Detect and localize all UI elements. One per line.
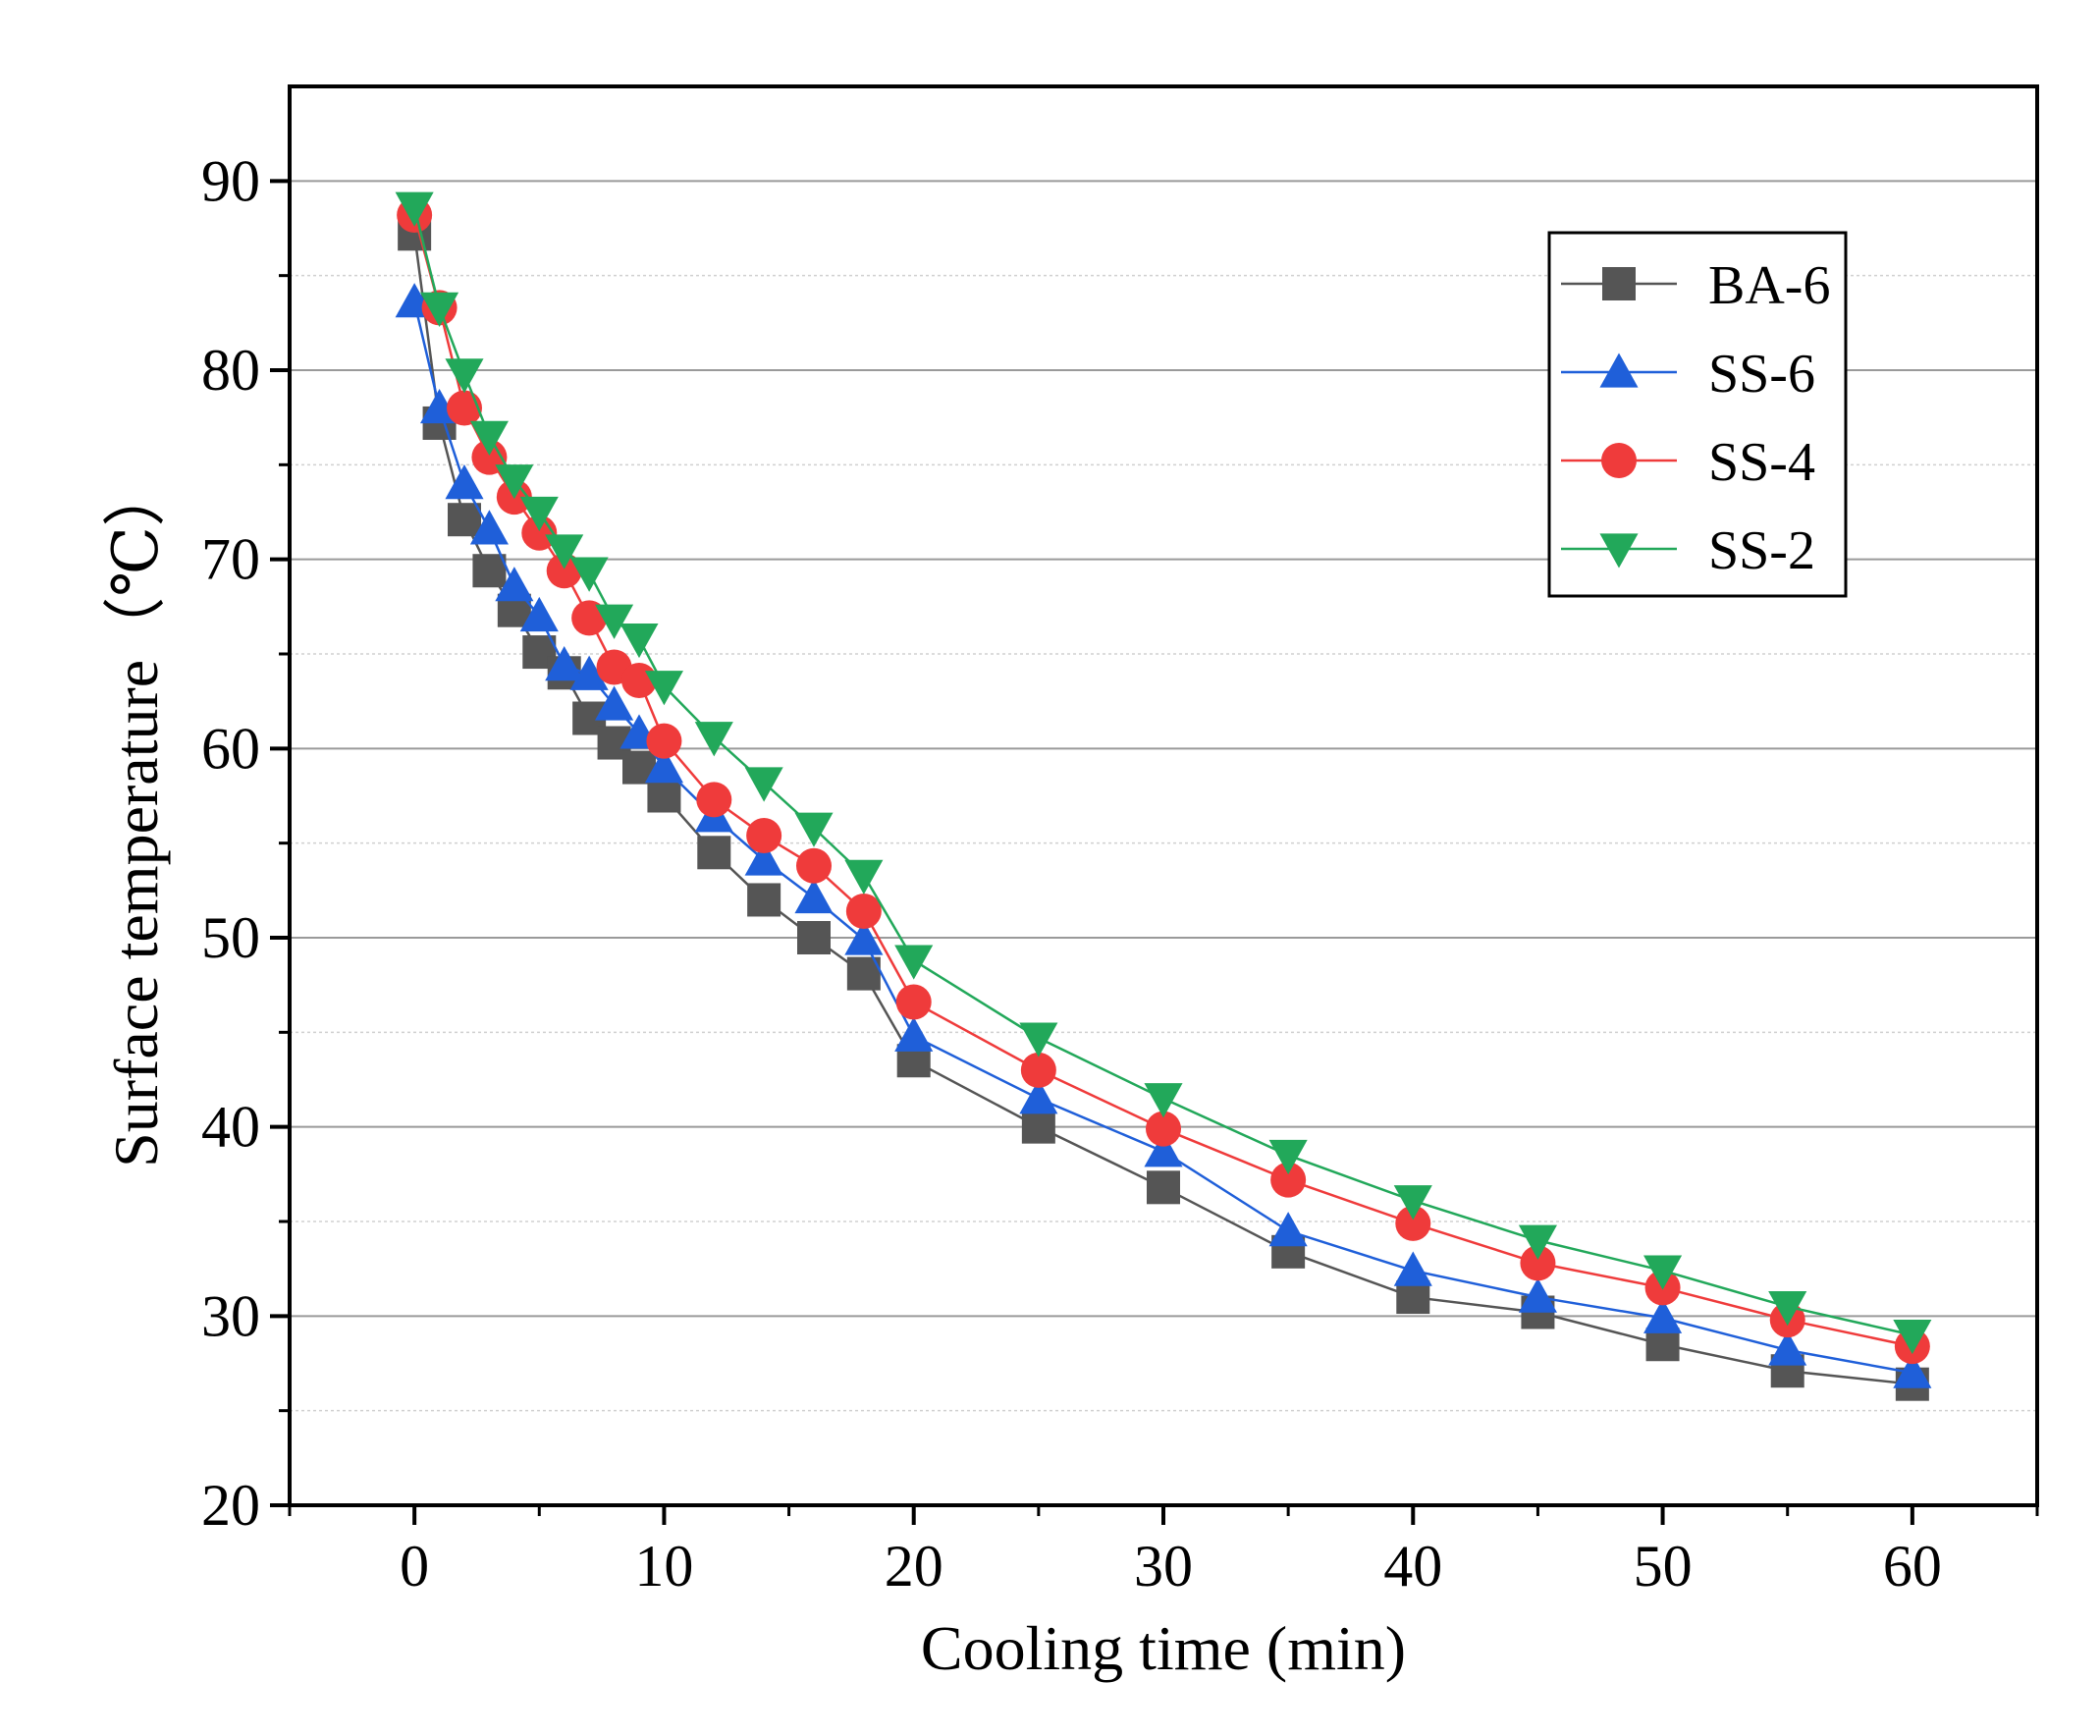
data-point-ss-2 [1893,1319,1932,1355]
data-point-ss-2 [794,812,834,847]
data-point-ss-2 [519,496,559,532]
data-point-ss-6 [519,596,559,632]
y-axis-title: Surface temperature（℃） [101,463,171,1167]
data-point-ss-2 [744,767,783,802]
data-point-ss-6 [545,646,584,681]
legend-label-ss-6: SS-6 [1708,344,1815,405]
data-point-ss-6 [1019,1079,1058,1114]
y-tick-label: 40 [201,1095,260,1160]
data-point-ba-6 [797,921,831,954]
data-point-ss-6 [1768,1330,1807,1366]
legend-item-ss-4: SS-4 [1561,432,1815,493]
y-tick-label: 30 [201,1283,260,1348]
data-point-ss-2 [445,358,484,394]
x-tick-label: 20 [885,1534,943,1599]
data-point-ba-6 [747,883,781,917]
data-point-ss-2 [1643,1255,1683,1290]
data-point-ba-6 [472,554,507,588]
axes: 20 30 40 50 60 70 80 90 0 10 20 30 40 50 60 [201,148,2039,1599]
data-point-ss-2 [1393,1185,1432,1221]
data-point-ss-4 [696,782,732,818]
data-point-ss-2 [545,534,584,570]
data-point-ss-6 [1893,1353,1932,1388]
data-point-ss-2 [1019,1022,1058,1058]
x-tick-label: 60 [1883,1534,1942,1599]
legend-item-ss-2: SS-2 [1561,520,1815,581]
data-point-ss-4 [796,847,832,884]
data-point-ss-6 [469,510,509,545]
legend: BA-6 SS-6 SS-4 SS-2 [1547,231,1848,598]
data-point-ss-2 [569,557,609,592]
legend-label-ba-6: BA-6 [1708,255,1830,316]
data-point-ss-2 [1768,1291,1807,1327]
series-layer [395,191,1932,1401]
legend-label-ss-2: SS-2 [1708,520,1815,581]
data-point-ss-2 [420,292,459,327]
data-point-ss-6 [894,1016,934,1052]
data-point-ba-6 [1147,1170,1180,1205]
data-point-ss-4 [1270,1162,1307,1198]
data-point-ss-2 [395,191,434,227]
data-point-ss-6 [1643,1298,1683,1333]
data-point-ss-4 [895,984,932,1020]
data-point-ss-6 [1518,1277,1557,1313]
series-ss-6 [395,283,1932,1388]
y-tick-label: 50 [201,905,260,970]
legend-label-ss-4: SS-4 [1708,432,1815,493]
y-tick-label: 70 [201,527,260,592]
data-point-ss-6 [1393,1251,1432,1286]
data-point-ss-4 [845,894,882,930]
data-point-ss-6 [445,464,484,500]
data-point-ss-6 [495,567,534,602]
data-point-ss-6 [1268,1212,1308,1247]
data-point-ss-6 [595,685,634,721]
data-point-ss-2 [595,604,634,639]
data-point-ss-4 [646,723,682,759]
data-point-ss-2 [495,464,534,500]
data-point-ss-6 [844,920,884,955]
data-point-ss-4 [1395,1205,1431,1241]
y-tick-label: 80 [201,338,260,403]
data-point-ss-4 [1146,1111,1181,1147]
data-point-ss-6 [569,655,609,690]
x-tick-label: 0 [400,1534,429,1599]
y-tick-label: 90 [201,148,260,213]
x-tick-label: 50 [1634,1534,1693,1599]
data-point-ss-2 [894,945,934,980]
data-point-ba-6 [697,836,731,870]
data-point-ba-6 [448,503,481,537]
data-point-ba-6 [1021,1110,1055,1144]
data-point-ss-2 [644,671,683,706]
data-point-ss-2 [694,722,733,757]
x-axis-title: Cooling time (min) [921,1613,1406,1683]
legend-marker-ss-4 [1601,443,1637,478]
data-point-ss-6 [744,841,783,876]
series-ss-2 [395,191,1932,1355]
legend-marker-ba-6 [1602,267,1636,300]
x-tick-label: 10 [634,1534,693,1599]
data-point-ss-4 [746,817,782,853]
data-point-ss-2 [619,623,659,659]
data-point-ss-2 [1144,1083,1183,1118]
data-point-ss-2 [1268,1139,1308,1175]
data-point-ss-4 [1020,1052,1056,1088]
data-point-ss-4 [1520,1245,1556,1281]
data-point-ss-2 [469,420,509,456]
data-point-ss-6 [644,748,683,784]
x-tick-label: 40 [1383,1534,1442,1599]
data-point-ss-6 [794,878,834,914]
legend-marker-ss-2 [1599,533,1639,569]
legend-box [1547,231,1848,598]
legend-item-ss-6: SS-6 [1561,344,1815,405]
data-point-ba-6 [647,779,681,813]
y-tick-label: 60 [201,716,260,781]
legend-item-ba-6: BA-6 [1561,255,1830,316]
x-tick-label: 30 [1134,1534,1193,1599]
data-point-ss-2 [1518,1224,1557,1260]
y-tick-label: 20 [201,1473,260,1538]
legend-marker-ss-6 [1599,353,1639,388]
data-point-ss-6 [1144,1132,1183,1167]
data-point-ss-2 [844,859,884,895]
